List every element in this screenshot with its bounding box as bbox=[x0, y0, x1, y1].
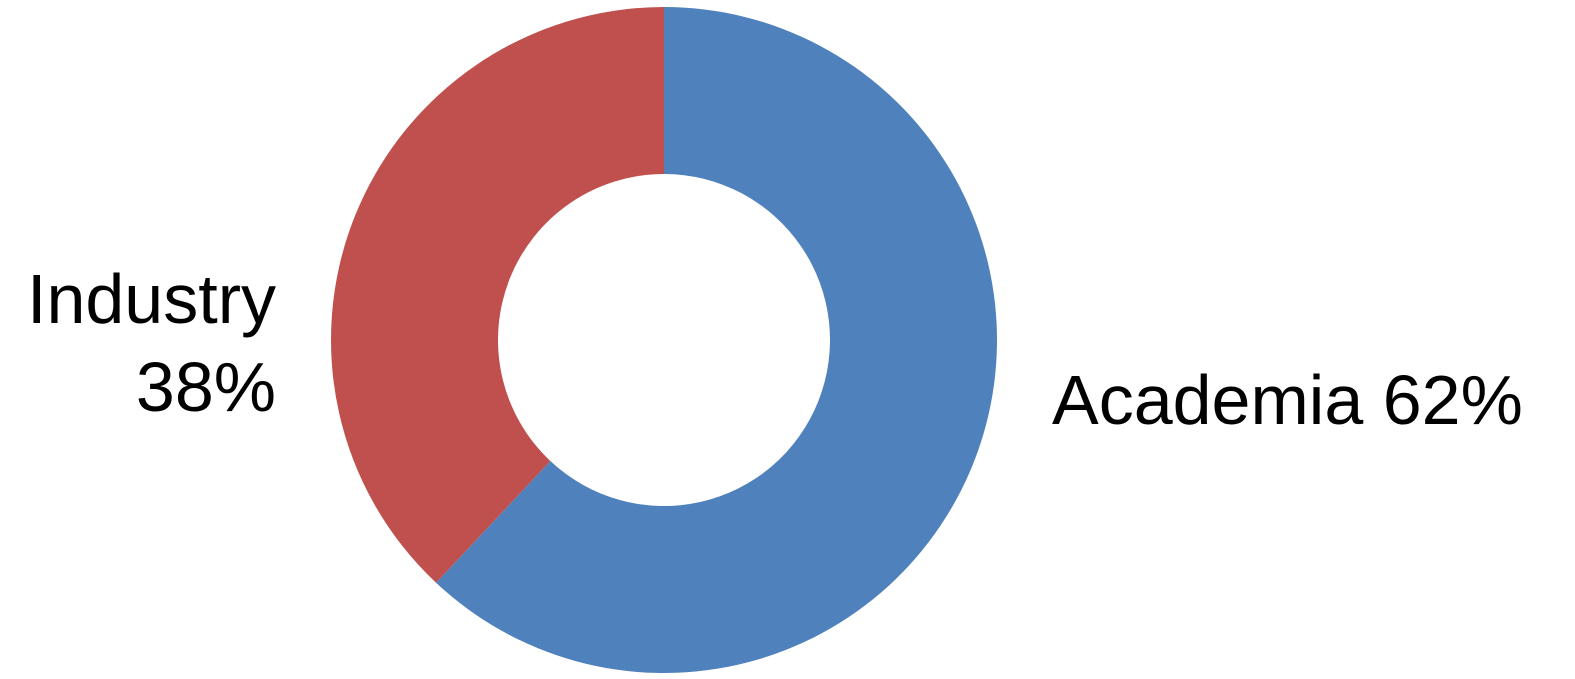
slice-label-academia: Academia 62% bbox=[1052, 361, 1523, 439]
slice-label-industry-percent: 38% bbox=[136, 348, 276, 426]
donut-slice-academia bbox=[436, 7, 998, 673]
donut-slices bbox=[330, 7, 998, 673]
donut-slice-industry bbox=[330, 7, 664, 583]
slice-label-industry-name: Industry bbox=[27, 260, 276, 338]
